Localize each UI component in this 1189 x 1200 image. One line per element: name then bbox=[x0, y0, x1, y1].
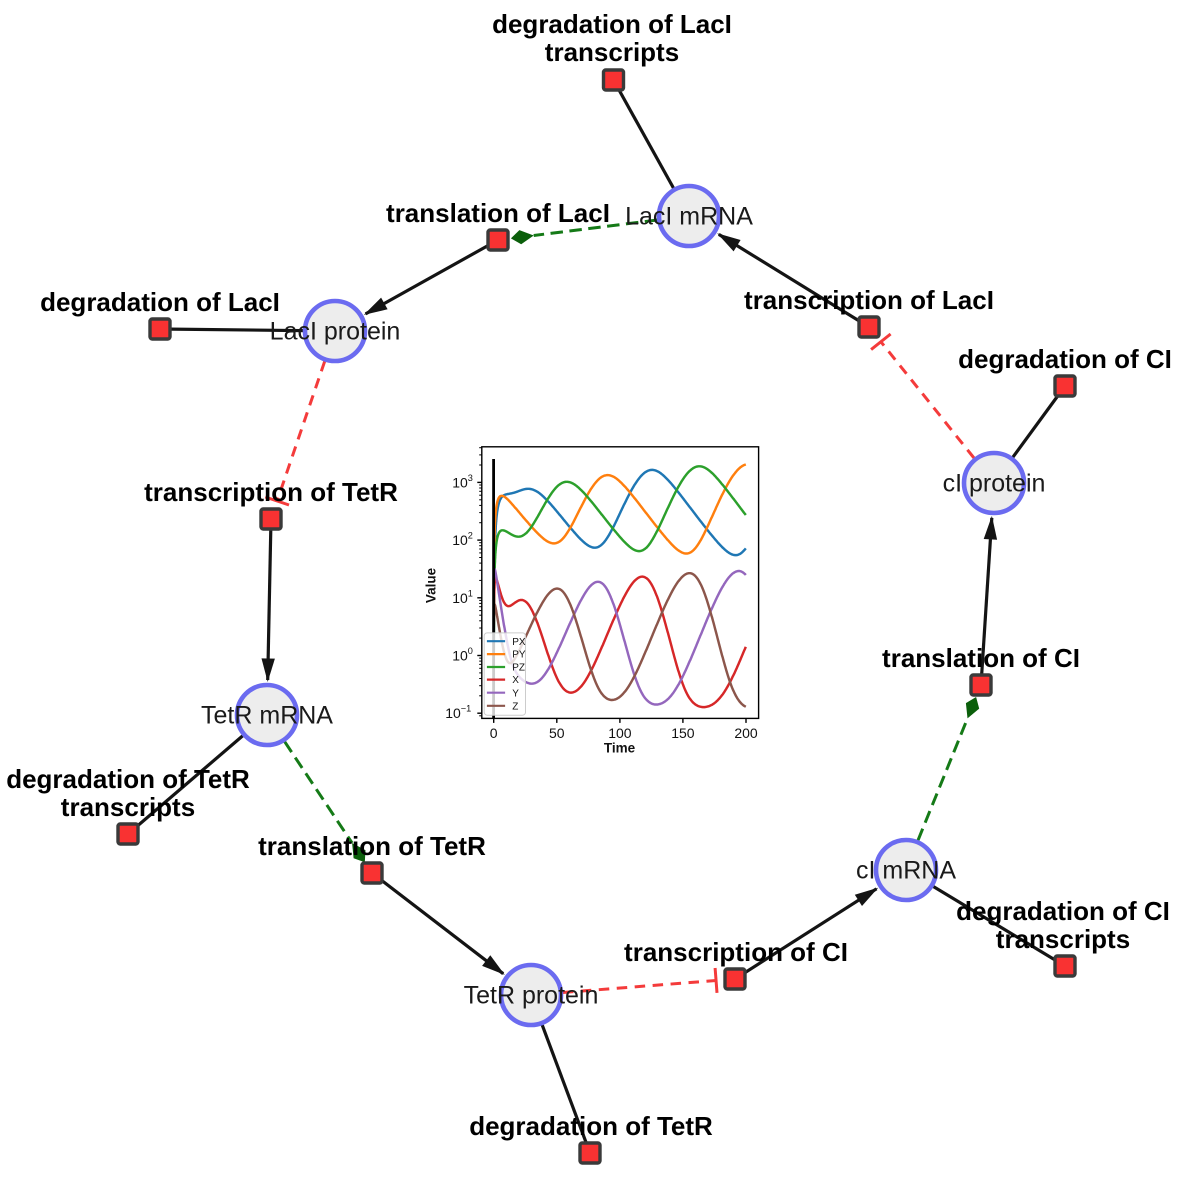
svg-text:degradation of CI: degradation of CI bbox=[956, 896, 1170, 926]
svg-text:cI mRNA: cI mRNA bbox=[856, 857, 956, 885]
svg-text:X: X bbox=[512, 675, 519, 686]
svg-text:transcription of LacI: transcription of LacI bbox=[744, 285, 994, 315]
svg-text:degradation of TetR: degradation of TetR bbox=[6, 764, 250, 794]
svg-text:200: 200 bbox=[734, 725, 758, 741]
svg-text:degradation of LacI: degradation of LacI bbox=[40, 287, 280, 317]
svg-text:transcription of CI: transcription of CI bbox=[624, 937, 848, 967]
svg-text:101: 101 bbox=[452, 588, 473, 606]
svg-text:102: 102 bbox=[452, 531, 473, 549]
svg-text:Time: Time bbox=[604, 741, 636, 756]
svg-text:transcripts: transcripts bbox=[996, 924, 1130, 954]
svg-text:degradation of CI: degradation of CI bbox=[958, 344, 1172, 374]
svg-text:transcripts: transcripts bbox=[61, 792, 195, 822]
svg-text:translation of TetR: translation of TetR bbox=[258, 831, 486, 861]
svg-text:LacI mRNA: LacI mRNA bbox=[625, 203, 753, 231]
svg-text:Y: Y bbox=[512, 688, 519, 699]
svg-text:100: 100 bbox=[452, 646, 473, 664]
svg-text:LacI protein: LacI protein bbox=[270, 318, 401, 346]
svg-text:10−1: 10−1 bbox=[445, 704, 471, 722]
svg-text:transcripts: transcripts bbox=[545, 37, 679, 67]
svg-text:0: 0 bbox=[490, 725, 498, 741]
svg-text:50: 50 bbox=[549, 725, 565, 741]
svg-text:degradation of LacI: degradation of LacI bbox=[492, 9, 732, 39]
svg-text:translation of LacI: translation of LacI bbox=[386, 198, 610, 228]
svg-text:transcription of TetR: transcription of TetR bbox=[144, 477, 398, 507]
svg-text:PZ: PZ bbox=[512, 663, 525, 674]
svg-text:TetR mRNA: TetR mRNA bbox=[201, 702, 333, 730]
svg-text:degradation of TetR: degradation of TetR bbox=[469, 1111, 713, 1141]
svg-text:150: 150 bbox=[671, 725, 695, 741]
svg-text:PY: PY bbox=[512, 650, 526, 661]
svg-text:cI protein: cI protein bbox=[943, 470, 1046, 498]
svg-text:100: 100 bbox=[608, 725, 632, 741]
svg-text:PX: PX bbox=[512, 637, 526, 648]
svg-text:Z: Z bbox=[512, 701, 518, 712]
svg-text:103: 103 bbox=[452, 473, 473, 491]
svg-text:translation of CI: translation of CI bbox=[882, 643, 1080, 673]
svg-text:TetR protein: TetR protein bbox=[464, 982, 599, 1010]
svg-text:Value: Value bbox=[424, 567, 439, 603]
